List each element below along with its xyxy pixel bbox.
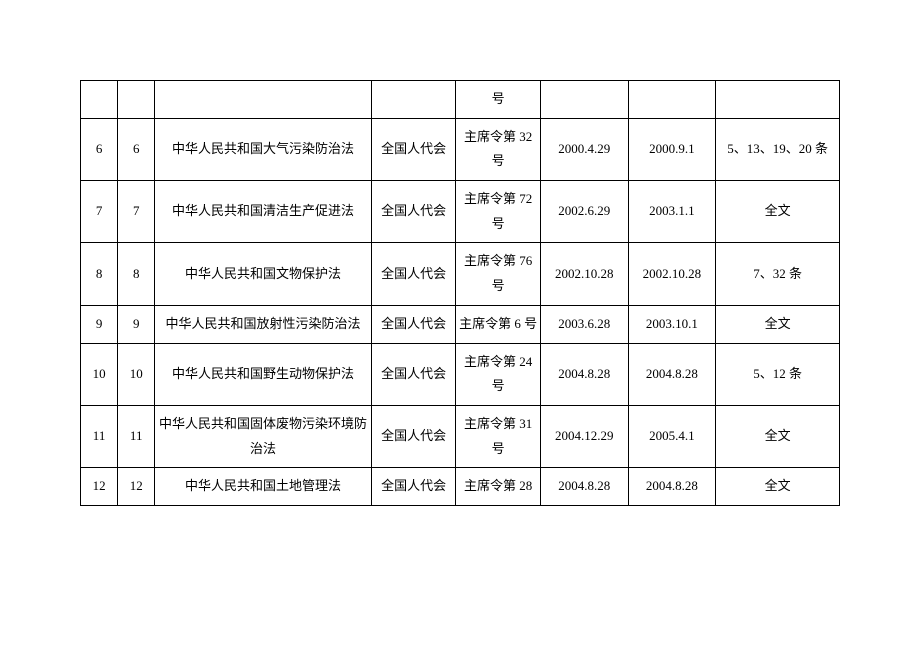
cell: 主席令第 28 — [456, 468, 541, 506]
cell: 9 — [81, 305, 118, 343]
cell: 2003.6.28 — [540, 305, 628, 343]
cell — [81, 81, 118, 119]
document-page: 号 6 6 中华人民共和国大气污染防治法 全国人代会 主席令第 32 号 200… — [80, 80, 840, 506]
cell: 2002.10.28 — [540, 243, 628, 305]
cell: 全国人代会 — [371, 468, 456, 506]
cell: 2004.8.28 — [540, 343, 628, 405]
cell: 8 — [118, 243, 155, 305]
cell: 全国人代会 — [371, 305, 456, 343]
cell: 中华人民共和国清洁生产促进法 — [155, 181, 372, 243]
cell: 11 — [118, 405, 155, 467]
cell: 2005.4.1 — [628, 405, 716, 467]
cell: 全文 — [716, 181, 840, 243]
table-row: 12 12 中华人民共和国土地管理法 全国人代会 主席令第 28 2004.8.… — [81, 468, 840, 506]
cell: 全国人代会 — [371, 243, 456, 305]
cell: 主席令第 76 号 — [456, 243, 541, 305]
cell: 2004.8.28 — [540, 468, 628, 506]
cell — [716, 81, 840, 119]
table-body: 号 6 6 中华人民共和国大气污染防治法 全国人代会 主席令第 32 号 200… — [81, 81, 840, 506]
cell: 7 — [81, 181, 118, 243]
table-row: 6 6 中华人民共和国大气污染防治法 全国人代会 主席令第 32 号 2000.… — [81, 118, 840, 180]
cell — [540, 81, 628, 119]
cell: 11 — [81, 405, 118, 467]
cell: 中华人民共和国大气污染防治法 — [155, 118, 372, 180]
cell: 2004.12.29 — [540, 405, 628, 467]
cell — [371, 81, 456, 119]
cell — [628, 81, 716, 119]
cell: 5、13、19、20 条 — [716, 118, 840, 180]
cell: 2004.8.28 — [628, 343, 716, 405]
cell: 10 — [81, 343, 118, 405]
cell: 全国人代会 — [371, 343, 456, 405]
cell: 中华人民共和国固体废物污染环境防治法 — [155, 405, 372, 467]
cell: 主席令第 6 号 — [456, 305, 541, 343]
cell: 全文 — [716, 405, 840, 467]
cell: 9 — [118, 305, 155, 343]
cell: 8 — [81, 243, 118, 305]
cell: 中华人民共和国土地管理法 — [155, 468, 372, 506]
cell: 6 — [118, 118, 155, 180]
cell: 5、12 条 — [716, 343, 840, 405]
table-row: 11 11 中华人民共和国固体废物污染环境防治法 全国人代会 主席令第 31 号… — [81, 405, 840, 467]
cell: 全国人代会 — [371, 405, 456, 467]
laws-table: 号 6 6 中华人民共和国大气污染防治法 全国人代会 主席令第 32 号 200… — [80, 80, 840, 506]
table-row: 10 10 中华人民共和国野生动物保护法 全国人代会 主席令第 24 号 200… — [81, 343, 840, 405]
cell: 主席令第 72 号 — [456, 181, 541, 243]
cell: 2003.1.1 — [628, 181, 716, 243]
cell: 2004.8.28 — [628, 468, 716, 506]
cell: 2000.9.1 — [628, 118, 716, 180]
cell — [118, 81, 155, 119]
cell: 12 — [81, 468, 118, 506]
table-row: 8 8 中华人民共和国文物保护法 全国人代会 主席令第 76 号 2002.10… — [81, 243, 840, 305]
cell: 主席令第 32 号 — [456, 118, 541, 180]
cell — [155, 81, 372, 119]
cell: 主席令第 24 号 — [456, 343, 541, 405]
cell: 6 — [81, 118, 118, 180]
cell: 2000.4.29 — [540, 118, 628, 180]
cell: 号 — [456, 81, 541, 119]
table-row: 7 7 中华人民共和国清洁生产促进法 全国人代会 主席令第 72 号 2002.… — [81, 181, 840, 243]
cell: 10 — [118, 343, 155, 405]
cell: 中华人民共和国放射性污染防治法 — [155, 305, 372, 343]
cell: 全国人代会 — [371, 181, 456, 243]
cell: 12 — [118, 468, 155, 506]
cell: 全文 — [716, 305, 840, 343]
cell: 7 — [118, 181, 155, 243]
cell: 全国人代会 — [371, 118, 456, 180]
cell: 全文 — [716, 468, 840, 506]
cell: 主席令第 31 号 — [456, 405, 541, 467]
table-row: 9 9 中华人民共和国放射性污染防治法 全国人代会 主席令第 6 号 2003.… — [81, 305, 840, 343]
cell: 2002.6.29 — [540, 181, 628, 243]
table-row: 号 — [81, 81, 840, 119]
cell: 中华人民共和国文物保护法 — [155, 243, 372, 305]
cell: 2002.10.28 — [628, 243, 716, 305]
cell: 7、32 条 — [716, 243, 840, 305]
cell: 2003.10.1 — [628, 305, 716, 343]
cell: 中华人民共和国野生动物保护法 — [155, 343, 372, 405]
